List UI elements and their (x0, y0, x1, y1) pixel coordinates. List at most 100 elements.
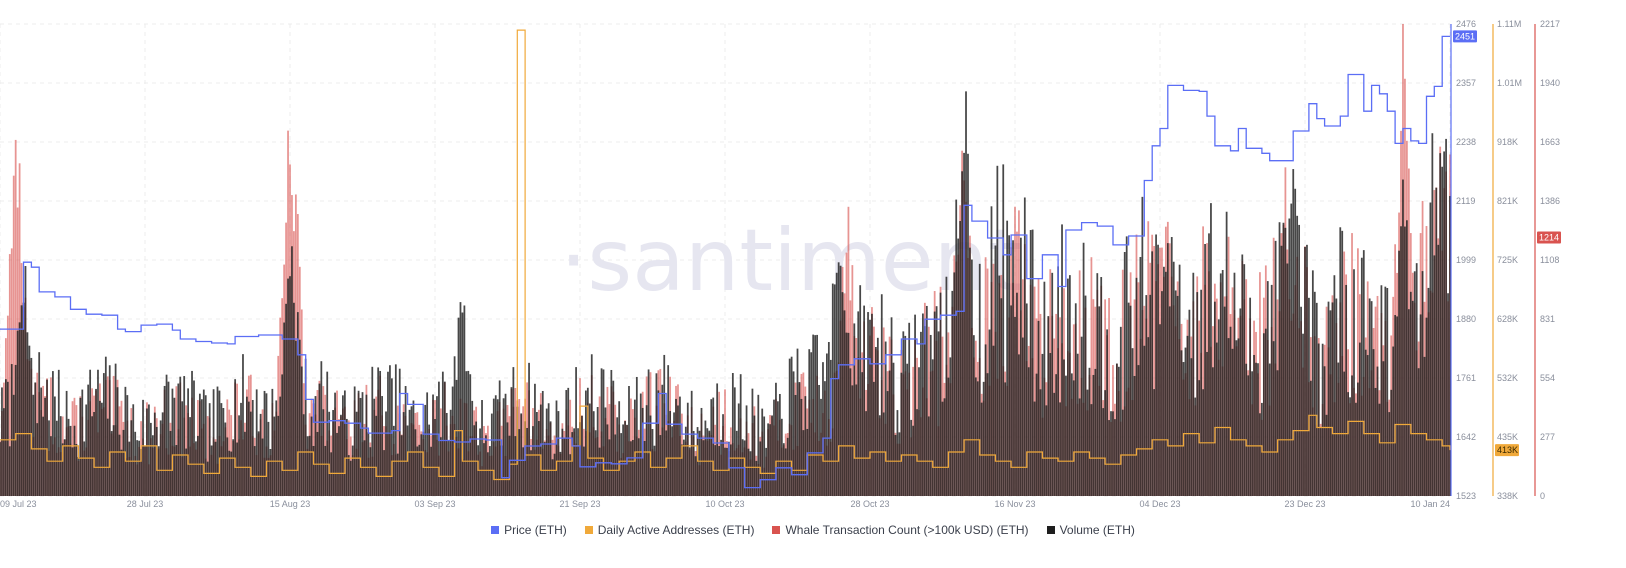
volume-bar (1147, 337, 1150, 496)
volume-bar (389, 365, 391, 496)
volume-bar (1068, 275, 1071, 496)
whale-axis-tick: 831 (1540, 314, 1555, 324)
volume-bar (1443, 151, 1446, 496)
volume-bar (1323, 366, 1326, 496)
volume-bar (232, 439, 235, 496)
volume-bar (373, 398, 376, 496)
whale-axis-tick: 1108 (1540, 255, 1559, 265)
volume-bar (244, 431, 246, 496)
volume-bar (871, 313, 873, 496)
volume-bar (114, 363, 117, 496)
volume-bar (1280, 245, 1283, 496)
volume-bar (175, 445, 178, 496)
legend-item[interactable]: Daily Active Addresses (ETH) (584, 523, 754, 537)
volume-bar (430, 446, 432, 496)
volume-bar (1004, 382, 1007, 496)
legend-item[interactable]: Volume (ETH) (1046, 523, 1135, 537)
volume-bar (655, 373, 658, 496)
volume-bar (97, 369, 99, 496)
volume-bar (645, 405, 648, 496)
volume-bar (1304, 246, 1306, 496)
volume-bar (63, 439, 66, 496)
volume-bar (340, 414, 342, 496)
volume-bar (874, 346, 877, 496)
volume-bar (57, 369, 60, 496)
volume-bar (876, 337, 879, 496)
volume-bar (1000, 298, 1003, 496)
volume-bar (624, 421, 626, 496)
volume-bar (808, 349, 811, 496)
volume-bar (773, 399, 775, 496)
volume-bar (1072, 380, 1075, 496)
legend-item[interactable]: Whale Transaction Count (>100k USD) (ETH… (772, 523, 1029, 537)
volume-bar (1145, 295, 1148, 496)
volume-bar (381, 396, 383, 496)
volume-bar (733, 387, 736, 496)
volume-bar (1206, 351, 1208, 496)
volume-bar (216, 386, 219, 496)
volume-bar (1149, 294, 1152, 496)
volume-bar (757, 394, 760, 496)
volume-bar (769, 424, 771, 496)
volume-bar (702, 440, 705, 496)
volume-bar (363, 440, 366, 496)
volume-bar (661, 384, 664, 496)
volume-bar (1313, 291, 1316, 496)
volume-bar (1235, 340, 1238, 496)
volume-bar (1298, 224, 1301, 497)
volume-bar (882, 412, 885, 496)
volume-bar (618, 401, 621, 496)
volume-bar (502, 398, 505, 496)
volume-bar (688, 447, 691, 496)
volume-bar (567, 387, 570, 496)
volume-bar (1096, 273, 1099, 496)
x-axis-tick: 15 Aug 23 (270, 499, 311, 509)
volume-bar (647, 369, 650, 496)
legend-item[interactable]: Price (ETH) (491, 523, 567, 537)
volume-bar (336, 432, 338, 496)
daa-axis-tick: 1.01M (1497, 78, 1522, 88)
volume-bar (514, 436, 517, 496)
volume-bar (600, 368, 603, 496)
volume-bar (630, 441, 632, 496)
volume-bar (1155, 234, 1157, 496)
volume-bar (839, 265, 842, 496)
volume-bar (1415, 263, 1418, 496)
volume-bar (104, 356, 107, 496)
whale-bar (1202, 226, 1204, 496)
legend: Price (ETH) Daily Active Addresses (ETH) W… (0, 523, 1626, 537)
whale-bar (175, 386, 178, 496)
volume-bar (1347, 392, 1349, 496)
volume-bar (320, 361, 323, 496)
volume-bar (1272, 341, 1275, 496)
volume-bar (575, 367, 577, 496)
volume-bar (739, 374, 742, 496)
volume-bar (355, 411, 358, 496)
volume-bar (861, 372, 864, 496)
whale-bar (396, 405, 399, 496)
volume-bar (436, 396, 438, 496)
chart[interactable]: ·santiment 2476 2357 2238 2119 1999 1880 1761 1… (0, 0, 1626, 520)
volume-bar (95, 388, 97, 496)
volume-bar (1225, 211, 1228, 496)
volume-bar (1219, 273, 1222, 496)
volume-bar (275, 400, 278, 496)
volume-bar (681, 444, 683, 496)
volume-bar (925, 305, 928, 496)
volume-bar (974, 377, 977, 496)
volume-bar (931, 359, 934, 496)
volume-bar (581, 415, 583, 496)
volume-bar (777, 401, 779, 496)
volume-bar (414, 429, 417, 496)
volume-bar (30, 357, 33, 496)
volume-bar (412, 400, 415, 496)
volume-bar (669, 411, 672, 496)
volume-bar (365, 394, 368, 496)
x-axis-tick: 09 Jul 23 (0, 499, 37, 509)
volume-bar (1090, 404, 1093, 496)
volume-bar (469, 374, 472, 496)
volume-bar (69, 425, 72, 496)
whale-bar (324, 394, 327, 496)
whale-bar (1090, 257, 1093, 496)
axes: 2476 2357 2238 2119 1999 1880 1761 1642 1523 1.11… (1450, 19, 1560, 501)
